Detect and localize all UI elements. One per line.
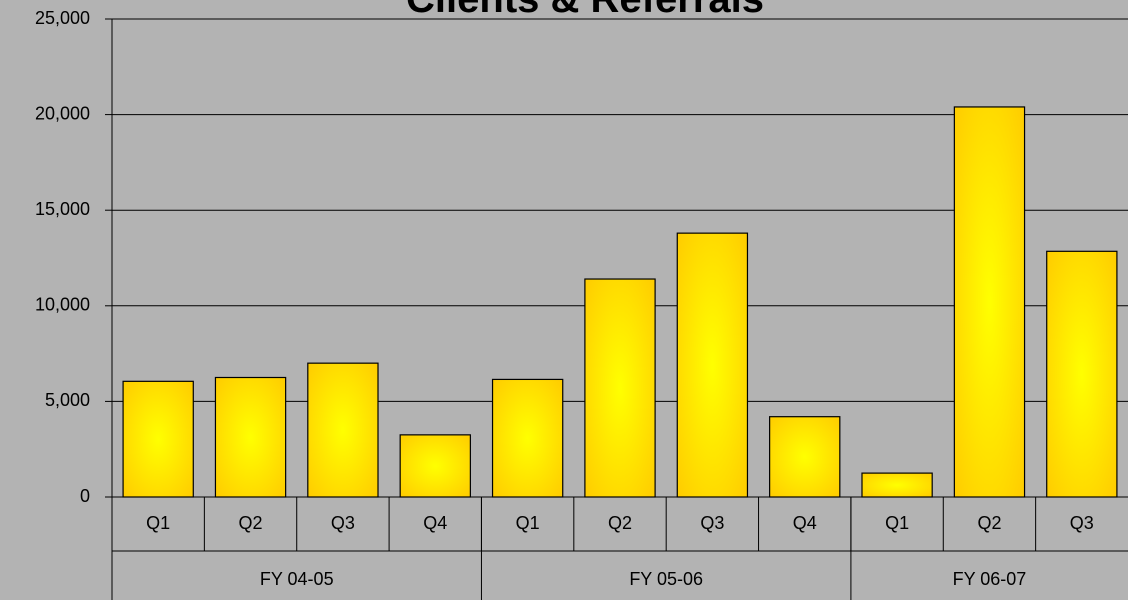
group-label: FY 04-05 (260, 569, 334, 589)
y-tick-label: 15,000 (35, 199, 90, 219)
x-tick-label: Q3 (1070, 513, 1094, 533)
x-tick-label: Q3 (331, 513, 355, 533)
bar (953, 106, 1026, 498)
y-tick-label: 0 (80, 486, 90, 506)
x-tick-label: Q2 (608, 513, 632, 533)
group-label: FY 05-06 (629, 569, 703, 589)
y-tick-label: 5,000 (45, 390, 90, 410)
chart-title: Clients & Referrals (406, 0, 764, 21)
x-tick-label: Q4 (793, 513, 817, 533)
bar (214, 376, 287, 498)
y-tick-label: 20,000 (35, 103, 90, 123)
x-tick-label: Q2 (239, 513, 263, 533)
bar (399, 434, 471, 498)
bar (307, 362, 379, 498)
group-label: FY 06-07 (953, 569, 1027, 589)
bar (1046, 250, 1118, 498)
bar (122, 380, 194, 498)
y-tick-label: 10,000 (35, 295, 90, 315)
bar (861, 472, 933, 498)
x-tick-label: Q2 (977, 513, 1001, 533)
bar (676, 232, 749, 498)
bar (491, 378, 564, 498)
x-tick-label: Q1 (885, 513, 909, 533)
x-tick-label: Q4 (423, 513, 447, 533)
x-tick-label: Q1 (516, 513, 540, 533)
bar (769, 416, 841, 498)
x-tick-label: Q3 (700, 513, 724, 533)
x-tick-label: Q1 (146, 513, 170, 533)
bar (584, 278, 656, 498)
y-tick-label: 25,000 (35, 8, 90, 28)
